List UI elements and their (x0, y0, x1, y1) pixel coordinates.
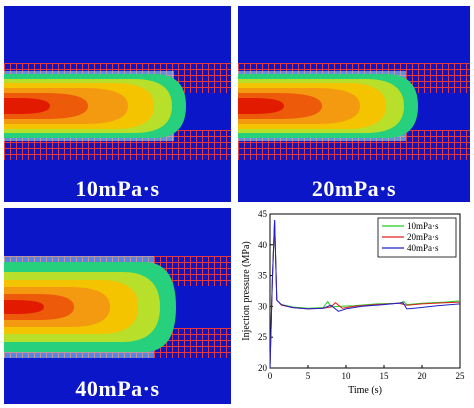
x-tick-label: 0 (268, 371, 273, 381)
y-tick-label: 25 (258, 332, 268, 342)
pressure-chart: 0 5 10 15 20 25 20 25 30 35 40 45 Time (s) Injection … (238, 208, 470, 404)
plot-frame (269, 213, 461, 369)
pressure-plume (238, 71, 428, 141)
x-tick-label: 10 (342, 371, 352, 381)
series-line-3 (269, 220, 461, 369)
viscosity-label: 10mPa·s (75, 176, 160, 201)
x-tick-label: 5 (306, 371, 311, 381)
y-axis-label: Injection pressure (MPa) (241, 241, 252, 340)
simulation-panel-40: 40mPa·s (4, 208, 231, 404)
y-tick-label: 45 (258, 209, 268, 219)
chart-svg: 0 5 10 15 20 25 20 25 30 35 40 45 Time (s) Injection … (241, 209, 466, 396)
simulation-panel-20: 20mPa·s (238, 6, 470, 202)
x-tick-label: 25 (456, 371, 466, 381)
y-tick-label: 20 (258, 363, 268, 373)
y-tick-label: 35 (258, 271, 268, 281)
viscosity-label: 40mPa·s (75, 376, 160, 401)
x-tick-label: 15 (380, 371, 390, 381)
y-tick-label: 40 (258, 240, 268, 250)
viscosity-label: 20mPa·s (311, 176, 397, 201)
legend-label: 40mPa·s (407, 243, 439, 253)
x-tick-label: 20 (418, 371, 428, 381)
y-tick-label: 30 (258, 301, 268, 311)
x-axis-label: Time (s) (348, 385, 382, 396)
pressure-plume (4, 256, 184, 358)
simulation-panel-10: 10mPa·s (4, 6, 231, 202)
legend-label: 10mPa·s (407, 221, 439, 231)
legend-label: 20mPa·s (407, 232, 439, 242)
pressure-plume (4, 71, 194, 141)
